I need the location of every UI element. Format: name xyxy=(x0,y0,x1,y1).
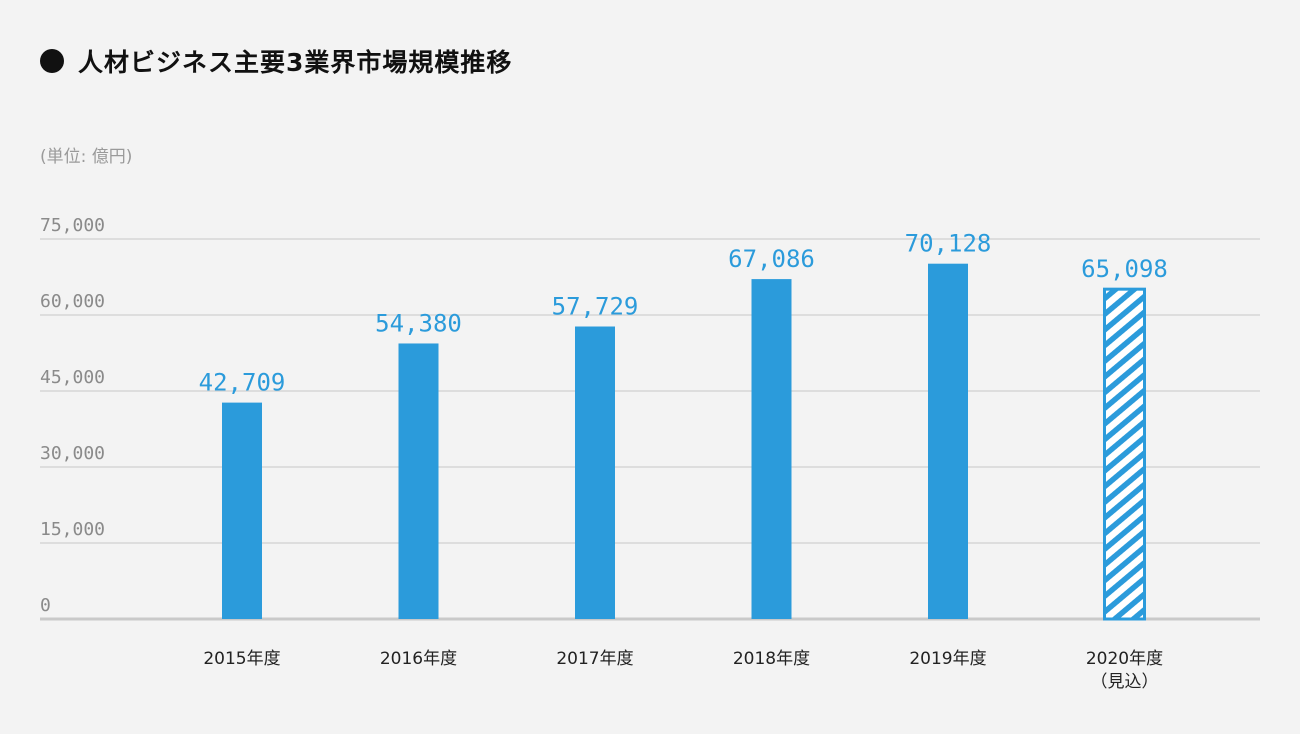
bar xyxy=(398,343,439,619)
category-label: （見込） xyxy=(1091,672,1159,692)
bar xyxy=(928,263,968,619)
chart-title-text: 人材ビジネス主要3業界市場規模推移 xyxy=(78,48,513,77)
value-label: 42,709 xyxy=(199,369,286,397)
value-label: 70,128 xyxy=(905,230,992,258)
title-bullet-icon xyxy=(40,49,64,73)
y-tick-label: 15,000 xyxy=(40,519,105,540)
y-tick-label: 45,000 xyxy=(40,367,105,388)
bar xyxy=(575,326,615,619)
category-label: 2016年度 xyxy=(380,649,457,669)
value-label: 57,729 xyxy=(552,293,639,321)
bar xyxy=(1103,287,1146,621)
category-label: 2018年度 xyxy=(733,649,810,669)
value-label: 65,098 xyxy=(1081,255,1168,283)
category-label: 2020年度 xyxy=(1086,649,1163,669)
bar xyxy=(222,402,262,619)
value-label: 54,380 xyxy=(375,309,462,337)
unit-label: (単位: 億円) xyxy=(40,147,133,167)
y-tick-label: 60,000 xyxy=(40,291,105,312)
bar xyxy=(751,279,792,619)
category-label: 2017年度 xyxy=(556,649,633,669)
y-tick-label: 0 xyxy=(40,595,51,616)
y-tick-label: 75,000 xyxy=(40,215,105,236)
category-label: 2019年度 xyxy=(909,649,986,669)
chart-title: 人材ビジネス主要3業界市場規模推移 xyxy=(40,44,512,78)
value-label: 67,086 xyxy=(728,245,815,273)
y-tick-label: 30,000 xyxy=(40,443,105,464)
category-label: 2015年度 xyxy=(203,649,280,669)
